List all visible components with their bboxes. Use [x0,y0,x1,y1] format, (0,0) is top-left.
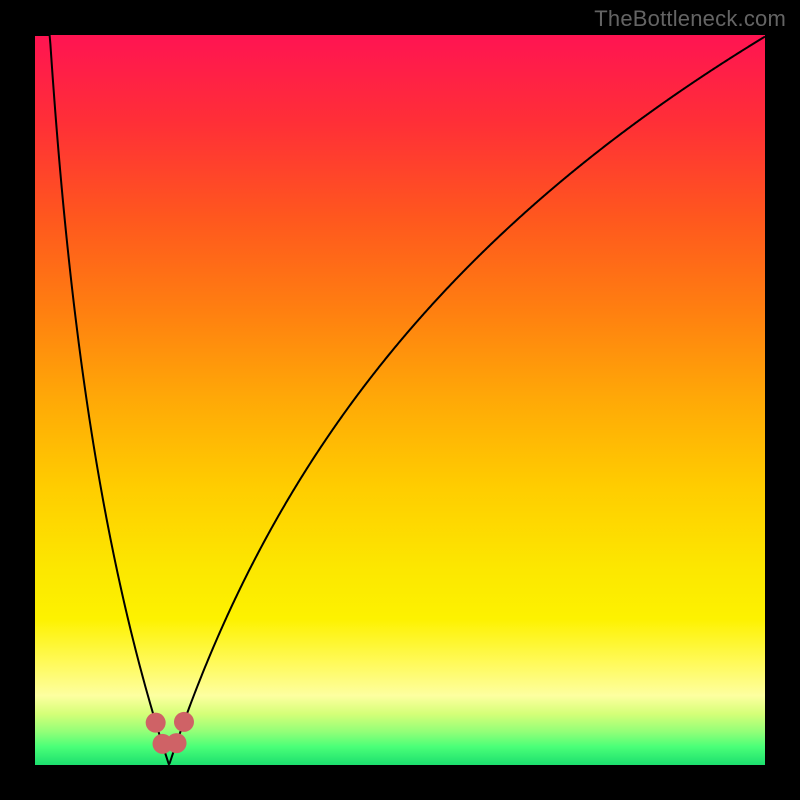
plot-area [35,35,765,765]
watermark-text: TheBottleneck.com [594,6,786,32]
marker-dot [167,733,187,753]
marker-dot [146,713,166,733]
marker-dot [174,712,194,732]
chart-container: TheBottleneck.com [0,0,800,800]
chart-svg [0,0,800,800]
